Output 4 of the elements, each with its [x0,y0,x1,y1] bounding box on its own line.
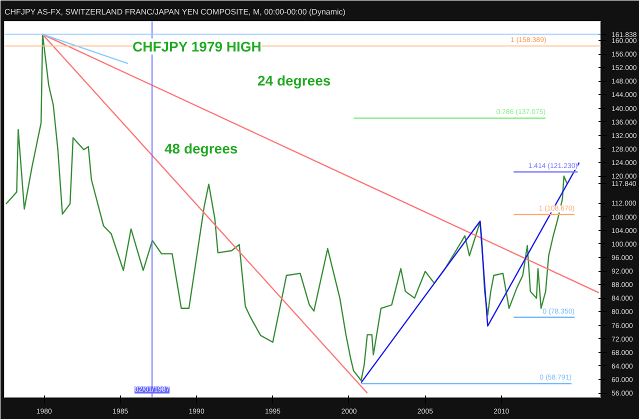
annotation: 24 degrees [258,72,331,88]
annotation: CHFJPY 1979 HIGH [132,38,262,54]
chart-title: CHFJPY AS-FX, SWITZERLAND FRANC/JAPAN YEN COMPOSITE, M, 00:00-00:00 (Dynamic) [4,8,346,16]
annotation: 48 degrees [164,140,238,156]
